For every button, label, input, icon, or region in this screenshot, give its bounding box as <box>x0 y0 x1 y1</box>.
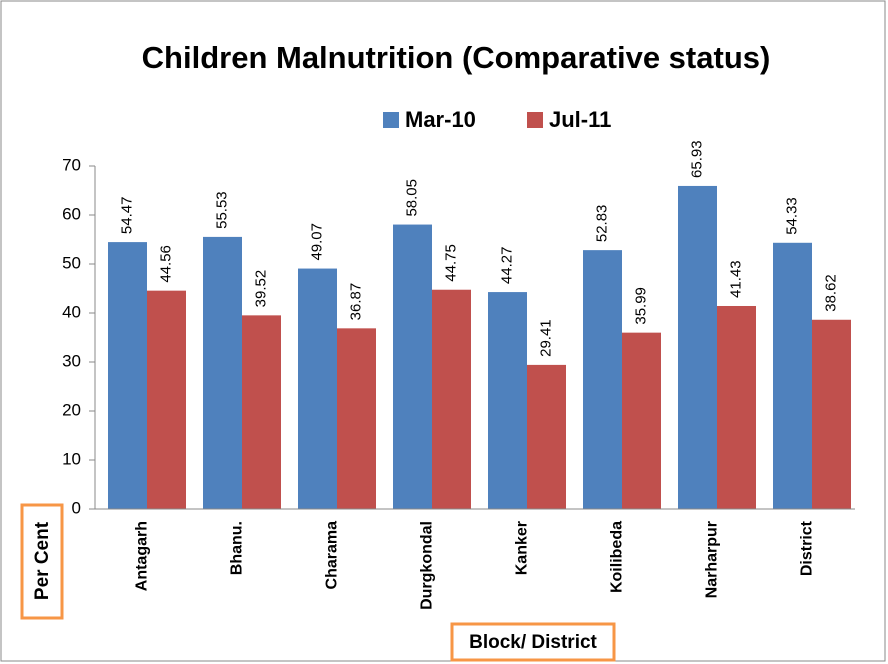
y-tick-label: 50 <box>62 253 81 272</box>
data-label: 44.75 <box>442 244 459 282</box>
bar <box>773 242 812 509</box>
data-label: 39.52 <box>252 270 269 308</box>
x-tick-label: Kanker <box>514 521 531 575</box>
y-tick-label: 0 <box>72 498 81 517</box>
x-tick-label: Antagarh <box>134 521 151 591</box>
data-label: 36.87 <box>347 283 364 321</box>
bar <box>717 305 756 509</box>
data-label: 44.27 <box>498 247 515 285</box>
x-tick-label: Charama <box>324 521 341 590</box>
x-tick-label: District <box>799 520 816 576</box>
data-label: 54.47 <box>118 197 135 235</box>
bar <box>147 290 186 509</box>
data-label: 49.07 <box>308 223 325 261</box>
y-tick-label: 60 <box>62 204 81 223</box>
bar <box>337 328 376 509</box>
y-tick-label: 10 <box>62 449 81 468</box>
bar <box>678 185 717 509</box>
x-tick-label: Durgkondal <box>419 521 436 610</box>
x-label-box <box>450 622 616 662</box>
legend-label: Mar-10 <box>405 107 476 132</box>
bar <box>812 319 851 509</box>
bar <box>298 268 337 509</box>
data-label: 58.05 <box>403 179 420 217</box>
data-label: 29.41 <box>537 319 554 357</box>
bar <box>527 364 566 509</box>
legend-swatch <box>383 112 399 128</box>
bar <box>242 315 281 509</box>
data-label: 41.43 <box>727 260 744 298</box>
bar <box>488 292 527 509</box>
y-tick-label: 20 <box>62 400 81 419</box>
legend-swatch <box>527 112 543 128</box>
bar <box>203 236 242 509</box>
data-label: 35.99 <box>632 287 649 325</box>
bar <box>108 242 147 510</box>
x-tick-label: Narharpur <box>704 521 721 598</box>
bar <box>432 289 471 509</box>
x-axis-label: Block/ District <box>469 632 597 653</box>
x-tick-label: Bhanu. <box>229 521 246 575</box>
data-label: 65.93 <box>688 140 705 178</box>
y-tick-label: 40 <box>62 302 81 321</box>
bar <box>583 250 622 509</box>
data-label: 52.83 <box>593 205 610 243</box>
chart-title: Children Malnutrition (Comparative statu… <box>142 40 771 75</box>
y-label-box <box>20 503 64 620</box>
bar <box>622 332 661 509</box>
bar <box>393 224 432 509</box>
y-tick-label: 30 <box>62 351 81 370</box>
data-label: 54.33 <box>783 197 800 235</box>
y-axis-label: Per Cent <box>32 521 53 600</box>
data-label: 44.56 <box>157 245 174 283</box>
data-label: 55.53 <box>213 191 230 229</box>
y-tick-label: 70 <box>62 155 81 174</box>
x-tick-label: Koilibeda <box>609 521 626 593</box>
data-label: 38.62 <box>822 274 839 312</box>
legend-label: Jul-11 <box>549 107 611 132</box>
